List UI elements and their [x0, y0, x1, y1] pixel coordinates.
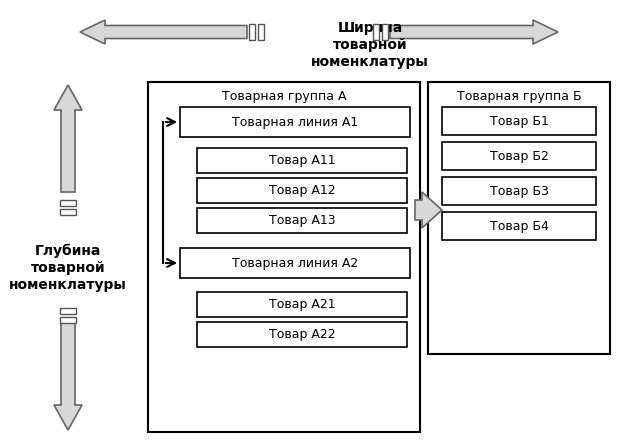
Polygon shape — [415, 192, 442, 228]
Bar — [258, 24, 264, 40]
Text: Ширина
товарной
номенклатуры: Ширина товарной номенклатуры — [311, 21, 429, 69]
Bar — [60, 209, 76, 215]
Text: Товар А21: Товар А21 — [269, 298, 335, 311]
Text: Товарная группа Б: Товарная группа Б — [457, 89, 582, 102]
Bar — [249, 24, 255, 40]
Text: Товар А13: Товар А13 — [269, 214, 335, 227]
Text: Товарная линия А1: Товарная линия А1 — [232, 116, 358, 128]
Bar — [148, 82, 420, 432]
Bar — [197, 148, 407, 173]
Bar — [197, 322, 407, 347]
Polygon shape — [54, 85, 82, 192]
Bar — [442, 212, 596, 240]
Polygon shape — [54, 323, 82, 430]
Bar — [197, 208, 407, 233]
Bar — [180, 248, 410, 278]
Text: Товарная линия А2: Товарная линия А2 — [232, 256, 358, 269]
Bar — [373, 24, 379, 40]
Text: Товар А12: Товар А12 — [269, 184, 335, 197]
Bar — [60, 308, 76, 314]
Text: Глубина
товарной
номенклатуры: Глубина товарной номенклатуры — [9, 244, 127, 292]
Polygon shape — [390, 20, 558, 44]
Text: Товар Б3: Товар Б3 — [490, 184, 548, 198]
Bar — [428, 82, 610, 354]
Bar — [180, 107, 410, 137]
Bar — [197, 178, 407, 203]
Text: Товар А11: Товар А11 — [269, 154, 335, 167]
Text: Товар Б1: Товар Б1 — [490, 114, 548, 128]
Bar — [60, 317, 76, 323]
Bar — [442, 142, 596, 170]
Text: Товар А22: Товар А22 — [269, 328, 335, 341]
Polygon shape — [80, 20, 247, 44]
Bar — [382, 24, 388, 40]
Bar — [60, 200, 76, 206]
Bar — [442, 177, 596, 205]
Bar — [197, 292, 407, 317]
Bar — [442, 107, 596, 135]
Text: Товар Б2: Товар Б2 — [490, 149, 548, 163]
Text: Товар Б4: Товар Б4 — [490, 219, 548, 233]
Text: Товарная группа А: Товарная группа А — [222, 89, 346, 102]
